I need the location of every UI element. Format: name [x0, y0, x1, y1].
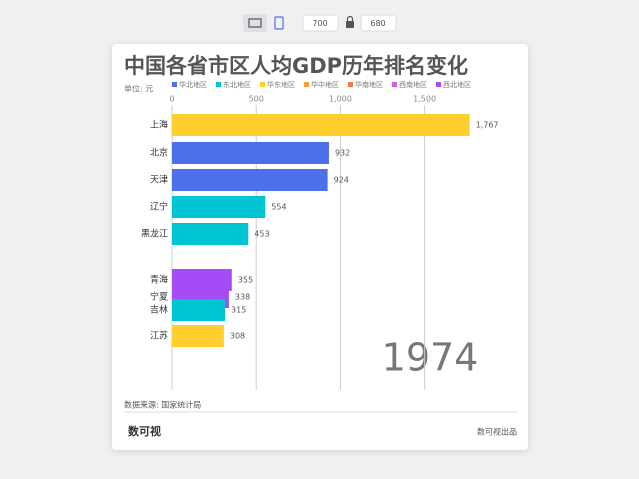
- legend-swatch: [304, 82, 309, 87]
- value-label: 338: [235, 293, 250, 302]
- legend-label: 西南地区: [399, 80, 427, 89]
- unit-label: 单位: 元: [124, 84, 153, 94]
- category-label: 黑龙江: [141, 228, 168, 240]
- source: 数据来源: 国家统计局: [124, 400, 201, 410]
- legend-swatch: [172, 82, 177, 87]
- bar: [172, 196, 266, 218]
- value-label: 453: [254, 230, 269, 239]
- legend-label: 东北地区: [223, 80, 251, 89]
- legend-label: 西北地区: [443, 80, 471, 89]
- category-label: 宁夏: [150, 291, 168, 303]
- legend-label: 华东地区: [267, 80, 295, 89]
- bar: [172, 299, 226, 321]
- category-label: 上海: [150, 119, 168, 131]
- chart-title: 中国各省市区人均GDP历年排名变化: [124, 54, 468, 78]
- value-label: 924: [334, 176, 349, 185]
- legend-swatch: [348, 82, 353, 87]
- bar: [172, 114, 470, 136]
- lock-icon[interactable]: [346, 21, 354, 28]
- bar: [172, 325, 224, 347]
- category-label: 天津: [150, 175, 168, 186]
- desktop-button[interactable]: [243, 14, 267, 32]
- x-tick-label: 500: [249, 95, 264, 104]
- footer: 数可视出品: [477, 427, 517, 437]
- value-label: 554: [271, 203, 286, 212]
- width-input[interactable]: [302, 14, 339, 32]
- bar: [172, 223, 249, 245]
- lock-shackle: [346, 15, 354, 21]
- bar: [172, 142, 329, 164]
- bar: [172, 169, 328, 191]
- height-input[interactable]: [360, 14, 397, 32]
- category-label: 北京: [150, 147, 168, 159]
- height-value: 680: [370, 19, 385, 28]
- value-label: 308: [230, 332, 245, 341]
- desktop-icon: [248, 18, 262, 28]
- x-tick-label: 0: [169, 95, 174, 104]
- width-value: 700: [312, 19, 327, 28]
- category-label: 江苏: [150, 330, 168, 342]
- legend-swatch: [260, 82, 265, 87]
- x-tick-label: 1,000: [329, 95, 352, 104]
- value-label: 932: [335, 149, 350, 158]
- category-label: 辽宁: [150, 201, 168, 213]
- bar: [172, 269, 232, 291]
- chart-card: [112, 44, 528, 450]
- value-label: 1,767: [476, 121, 499, 130]
- value-label: 315: [231, 306, 246, 315]
- logo: 数可视: [128, 424, 161, 438]
- legend-swatch: [392, 82, 397, 87]
- legend-label: 华北地区: [179, 80, 207, 89]
- value-label: 355: [238, 276, 253, 285]
- legend-label: 华中地区: [311, 80, 339, 89]
- legend-label: 华南地区: [355, 80, 383, 89]
- legend-swatch: [436, 82, 441, 87]
- year-label: 1974: [382, 336, 479, 380]
- legend-swatch: [216, 82, 221, 87]
- category-label: 青海: [150, 274, 168, 286]
- category-label: 吉林: [150, 304, 168, 316]
- x-tick-label: 1,500: [413, 95, 436, 104]
- mobile-button[interactable]: [274, 16, 284, 30]
